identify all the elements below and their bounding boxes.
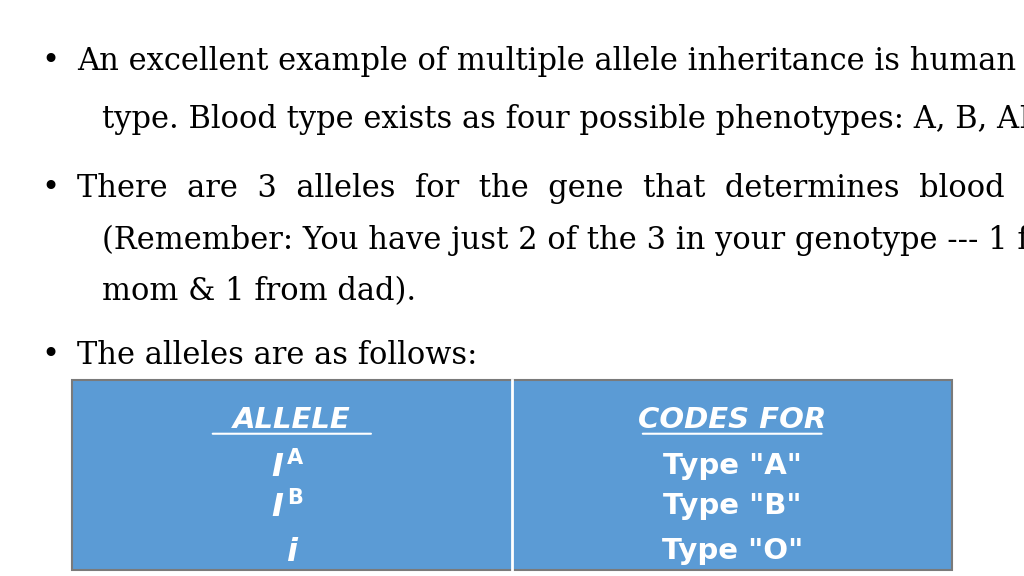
Text: •: • xyxy=(41,173,59,204)
Text: The alleles are as follows:: The alleles are as follows: xyxy=(77,340,477,371)
Text: A: A xyxy=(287,448,303,468)
Text: (Remember: You have just 2 of the 3 in your genotype --- 1 from: (Remember: You have just 2 of the 3 in y… xyxy=(102,225,1024,256)
Text: There  are  3  alleles  for  the  gene  that  determines  blood  type.: There are 3 alleles for the gene that de… xyxy=(77,173,1024,204)
Text: •: • xyxy=(41,46,59,77)
Text: Type "B": Type "B" xyxy=(663,492,802,521)
Text: Type "O": Type "O" xyxy=(662,537,803,565)
Text: CODES FOR: CODES FOR xyxy=(638,406,826,434)
Text: i: i xyxy=(287,537,297,568)
Text: mom & 1 from dad).: mom & 1 from dad). xyxy=(102,276,417,308)
Text: An excellent example of multiple allele inheritance is human blood: An excellent example of multiple allele … xyxy=(77,46,1024,77)
Text: B: B xyxy=(287,488,303,508)
Text: I: I xyxy=(271,452,284,483)
Text: ALLELE: ALLELE xyxy=(233,406,350,434)
Text: •: • xyxy=(41,340,59,371)
FancyBboxPatch shape xyxy=(72,380,952,570)
Text: type. Blood type exists as four possible phenotypes: A, B, AB, & O.: type. Blood type exists as four possible… xyxy=(102,104,1024,135)
Text: Type "A": Type "A" xyxy=(663,452,802,480)
Text: I: I xyxy=(271,492,284,524)
